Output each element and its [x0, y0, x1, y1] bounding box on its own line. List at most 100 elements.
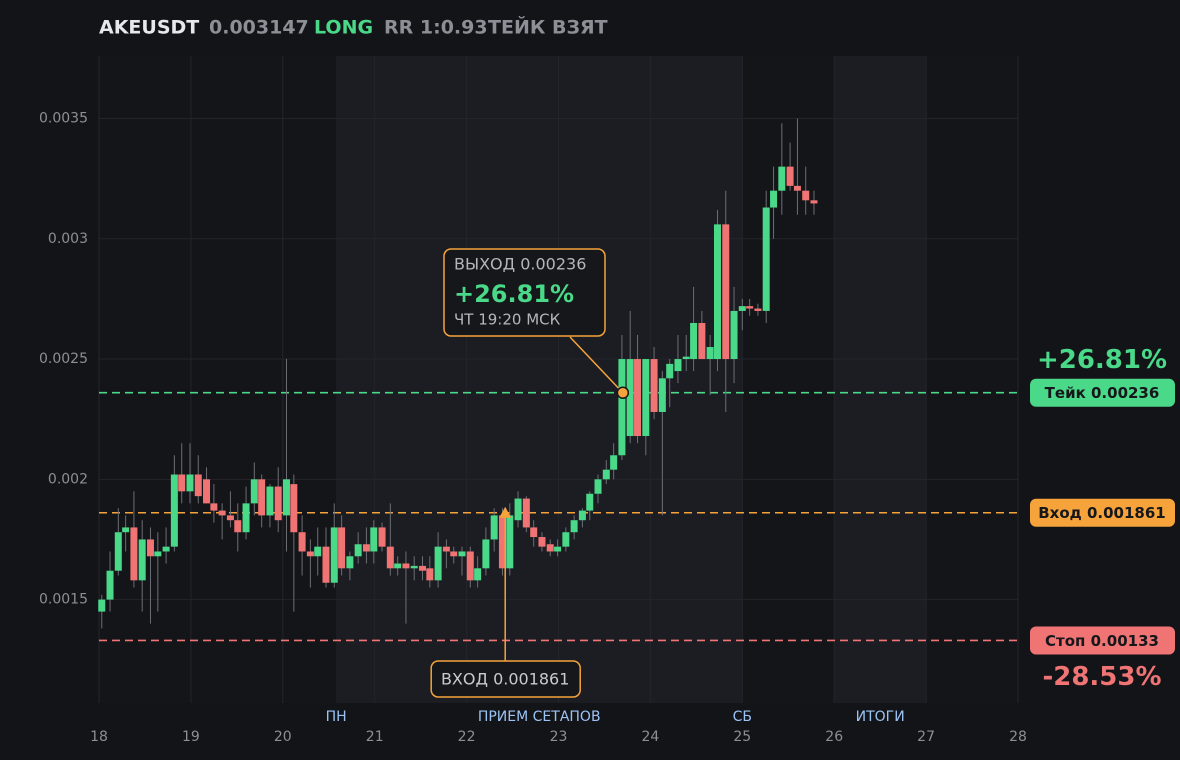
entry-box: [430, 660, 581, 698]
candle-body: [203, 479, 211, 504]
exit-text: ЧТ 19:20 МСК: [454, 311, 561, 329]
level-label: Вход 0.001861: [1038, 504, 1166, 522]
candle-body: [690, 322, 698, 360]
candle-body: [346, 556, 354, 569]
candle-body: [138, 539, 146, 581]
candle-body: [754, 308, 762, 311]
candle-body: [130, 527, 138, 581]
status: ТЕЙК ВЗЯТ: [488, 16, 608, 39]
candle-body: [786, 166, 794, 186]
y-tick-label: 0.0035: [39, 111, 88, 127]
candle-body: [634, 359, 642, 437]
candle-body: [410, 565, 418, 569]
session-label: ПРИЕМ СЕТАПОВ: [478, 709, 601, 725]
entry-marker: [499, 506, 512, 518]
candle-body: [642, 359, 650, 437]
candle-body: [610, 455, 618, 470]
candle-body: [530, 527, 538, 538]
exit-connector: [569, 336, 624, 394]
x-tick-label: 24: [641, 729, 659, 745]
candle-body: [234, 520, 242, 533]
candle-body: [178, 474, 186, 492]
candle-body: [266, 486, 274, 516]
candle-body: [306, 551, 314, 557]
x-tick-label: 26: [825, 729, 843, 745]
x-tick-label: 23: [550, 729, 568, 745]
candle-body: [210, 503, 218, 511]
candle-body: [650, 359, 658, 412]
x-tick-label: 19: [182, 729, 200, 745]
candle-body: [154, 551, 162, 557]
candle-body: [450, 551, 458, 557]
y-tick-label: 0.0025: [39, 351, 88, 367]
candle-body: [682, 356, 690, 360]
candle-body: [666, 363, 674, 379]
candle-body: [793, 185, 801, 191]
candle-body: [170, 474, 178, 547]
candle-body: [490, 515, 498, 540]
candle-body: [546, 544, 554, 552]
candle-body: [810, 200, 818, 204]
candle-body: [458, 551, 466, 557]
candle-body: [282, 479, 290, 516]
candle-body: [386, 546, 394, 569]
level-label: Тейк 0.00236: [1045, 384, 1160, 402]
level-badge: [1030, 626, 1175, 655]
candle-body: [586, 493, 594, 511]
candle-body: [418, 565, 426, 571]
y-tick-label: 0.002: [48, 471, 88, 487]
y-tick-label: 0.0015: [39, 592, 88, 608]
candle-body: [658, 378, 666, 412]
candle-body: [314, 546, 322, 557]
candle-body: [746, 306, 754, 309]
candle-body: [674, 359, 682, 372]
session-label: ИТОГИ: [856, 709, 905, 725]
side: LONG: [314, 17, 373, 39]
candle-body: [474, 568, 482, 581]
candle-body: [290, 484, 298, 533]
x-tick-label: 20: [274, 729, 292, 745]
session-zone: [336, 56, 743, 703]
candle-body: [98, 599, 106, 612]
candle-body: [738, 306, 746, 311]
candle-body: [218, 510, 226, 516]
candle-body: [482, 539, 490, 569]
candle-body: [602, 469, 610, 480]
level-label: Стоп 0.00133: [1045, 632, 1159, 650]
candle-body: [258, 479, 266, 516]
candle-body: [778, 166, 786, 191]
session-label: ПН: [326, 709, 347, 725]
candle-body: [722, 224, 730, 360]
entry-text: ВХОД 0.001861: [441, 670, 569, 689]
candle-body: [330, 527, 338, 583]
candle-body: [402, 563, 410, 569]
candle-body: [298, 532, 306, 552]
candle-body: [370, 527, 378, 552]
candle-body: [122, 527, 130, 533]
candle-body: [562, 532, 570, 547]
level-badge: [1030, 498, 1175, 527]
candle-body: [394, 563, 402, 569]
exit-marker: [616, 386, 630, 399]
candle-body: [106, 570, 114, 600]
candle-body: [578, 510, 586, 521]
candle-body: [362, 544, 370, 552]
candle-body: [514, 498, 522, 521]
x-tick-label: 28: [1009, 729, 1027, 745]
candle-body: [442, 546, 450, 552]
x-tick-label: 21: [366, 729, 384, 745]
candle-body: [194, 474, 202, 497]
candle-body: [466, 551, 474, 581]
candle-body: [322, 546, 330, 583]
price: 0.003147: [209, 17, 309, 39]
candle-body: [162, 546, 170, 552]
rr: RR 1:0.93: [384, 17, 488, 39]
x-tick-label: 27: [917, 729, 935, 745]
candle-body: [274, 486, 282, 521]
candle-body: [713, 224, 721, 360]
candle-body: [762, 207, 770, 311]
candle-body: [698, 322, 706, 360]
candle-body: [802, 190, 810, 201]
